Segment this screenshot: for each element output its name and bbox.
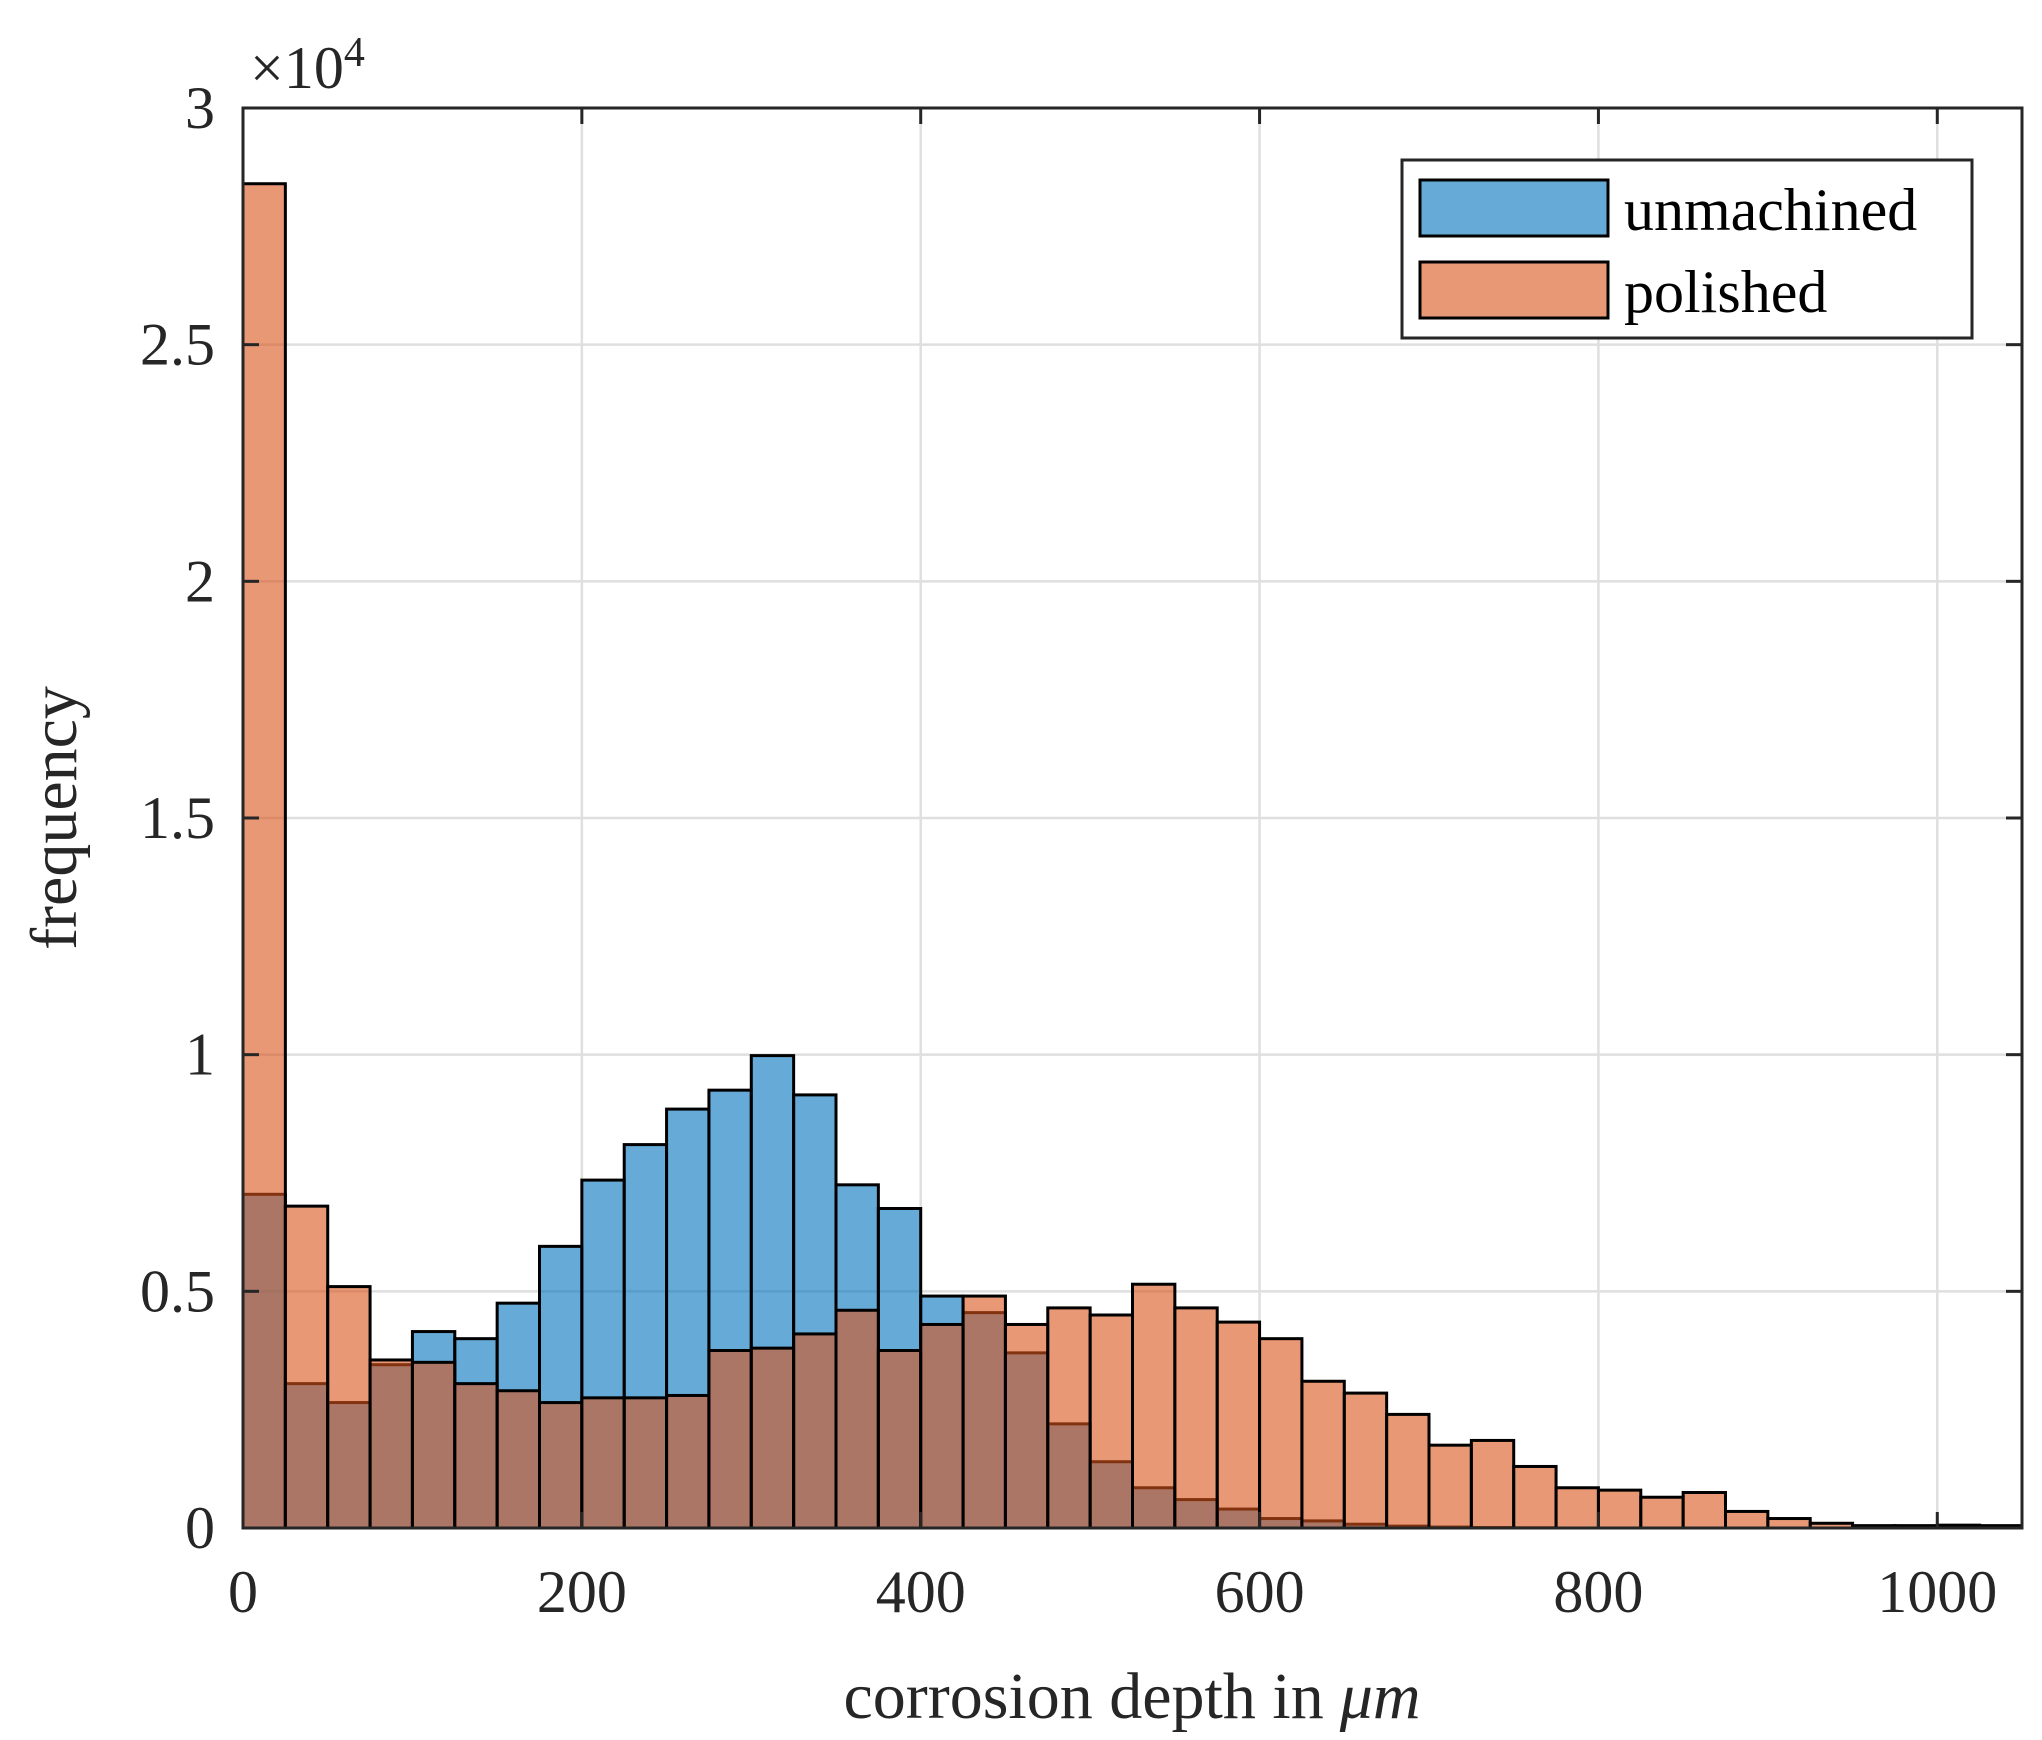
bar-polished (961, 1294, 1007, 1530)
bar-polished (1512, 1464, 1558, 1530)
legend-swatch-unmachined (1418, 178, 1610, 238)
bar-polished (919, 1322, 965, 1530)
bar-polished (1300, 1379, 1346, 1530)
y-multiplier-exponent: 4 (344, 30, 365, 76)
x-tick-label: 400 (876, 1559, 966, 1625)
bar-polished (622, 1396, 669, 1530)
tick-labels: 0 200 400 600 800 1000 0 0.5 1 1.5 2 2.5 3 (140, 75, 1997, 1625)
y-tick-label: 0 (185, 1495, 215, 1561)
y-axis-title: frequency (18, 686, 91, 950)
bar-polished (368, 1358, 414, 1530)
y-tick-label: 1.5 (140, 785, 215, 851)
y-tick-label: 2.5 (140, 312, 215, 378)
bar-polished (1554, 1486, 1600, 1530)
y-tick-label: 0.5 (140, 1258, 215, 1324)
bar-polished (1639, 1495, 1685, 1530)
axes (241, 106, 2024, 1530)
bar-polished (1342, 1391, 1389, 1530)
bar-polished (326, 1285, 372, 1530)
bar-polished (749, 1346, 796, 1530)
bar-polished (580, 1396, 626, 1530)
bar-polished (707, 1349, 753, 1530)
bar-polished (1681, 1491, 1727, 1530)
bar-polished (453, 1382, 499, 1530)
bar-polished (410, 1360, 457, 1530)
bar-polished (495, 1389, 541, 1530)
bar-polished (665, 1393, 711, 1530)
x-axis-label: corrosion depth in (843, 1660, 1323, 1733)
bar-polished (792, 1332, 838, 1530)
bar-polished (1046, 1306, 1092, 1530)
x-tick-label: 1000 (1877, 1559, 1997, 1625)
legend-swatch-polished (1418, 260, 1610, 320)
bar-polished (1003, 1322, 1050, 1530)
x-tick-label: 200 (537, 1559, 627, 1625)
legend-label-unmachined: unmachined (1624, 177, 1917, 243)
x-axis-unit: μm (1339, 1660, 1421, 1733)
bar-polished (1258, 1337, 1304, 1530)
bar-polished (283, 1204, 330, 1530)
legend-label-polished: polished (1624, 259, 1827, 325)
bar-polished (1385, 1412, 1431, 1530)
bar-polished (1596, 1488, 1643, 1530)
bar-polished (876, 1349, 923, 1530)
bar-polished (1088, 1313, 1134, 1530)
x-tick-label: 0 (228, 1559, 258, 1625)
y-tick-label: 1 (185, 1022, 215, 1088)
y-tick-label: 2 (185, 548, 215, 614)
bar-polished (1215, 1320, 1262, 1530)
bar-polished (1469, 1438, 1516, 1530)
legend: unmachined polished (1400, 158, 1974, 340)
x-tick-label: 800 (1553, 1559, 1643, 1625)
y-multiplier-base: ×10 (250, 35, 344, 101)
x-axis-title: corrosion depth in μm (843, 1660, 1420, 1733)
bar-polished (1131, 1282, 1177, 1530)
bar-polished (1724, 1509, 1770, 1530)
bar-polished (538, 1401, 584, 1530)
y-tick-label: 3 (185, 75, 215, 141)
y-multiplier: ×104 (250, 30, 365, 101)
bar-polished (1173, 1306, 1219, 1530)
bar-polished (241, 182, 287, 1530)
bar-polished (1427, 1443, 1473, 1530)
bar-polished (834, 1308, 880, 1530)
x-tick-label: 600 (1215, 1559, 1305, 1625)
